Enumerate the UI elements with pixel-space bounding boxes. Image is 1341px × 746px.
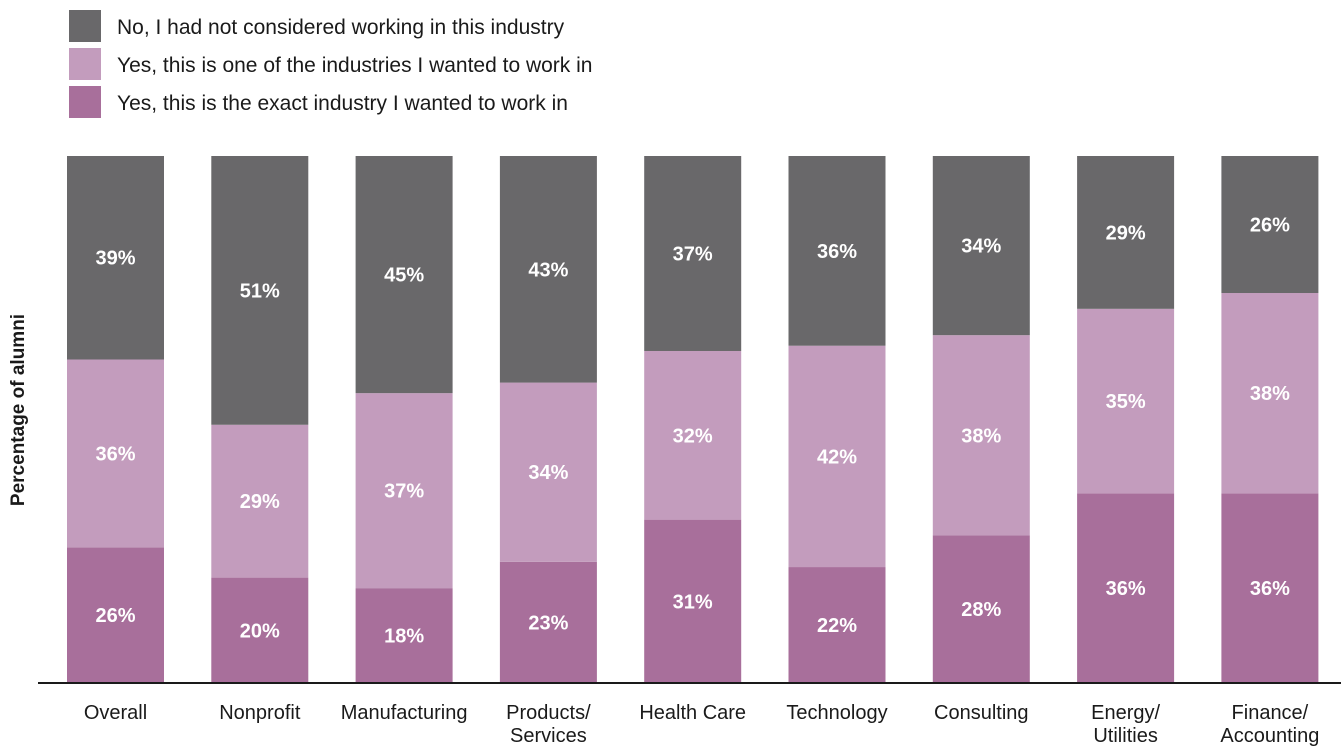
x-tick-label: Products/Services bbox=[506, 702, 591, 746]
data-label: 43% bbox=[528, 259, 568, 281]
bar-segment bbox=[788, 156, 886, 346]
bar-segment bbox=[1221, 493, 1319, 683]
bar-segment bbox=[1077, 493, 1175, 683]
legend-swatch bbox=[69, 10, 101, 42]
bar-segment bbox=[1221, 293, 1319, 494]
bar-segment bbox=[355, 156, 453, 394]
x-tick-label: Consulting bbox=[934, 702, 1029, 724]
x-tick-labels: Overall Nonprofit Manufacturing Products/Se… bbox=[84, 702, 1320, 746]
bar-segment bbox=[499, 156, 597, 383]
data-label: 22% bbox=[817, 615, 857, 637]
data-label: 23% bbox=[528, 612, 568, 634]
bar-stack: 23% 34% 43% bbox=[499, 156, 597, 683]
bar-stack: 31% 32% 37% bbox=[644, 156, 742, 683]
bar-segment bbox=[67, 547, 164, 683]
bar-segment bbox=[932, 335, 1030, 536]
data-label: 42% bbox=[817, 446, 857, 468]
x-tick-label: Nonprofit bbox=[219, 702, 301, 724]
data-label: 36% bbox=[1106, 578, 1146, 600]
bar-segment bbox=[355, 393, 453, 589]
data-label: 35% bbox=[1106, 391, 1146, 413]
bar-stack: 28% 38% 34% bbox=[932, 156, 1030, 683]
data-label: 45% bbox=[384, 265, 424, 287]
bar-segment bbox=[932, 156, 1030, 336]
bar-stack: 26% 36% 39% bbox=[67, 156, 164, 683]
legend-label: No, I had not considered working in this… bbox=[117, 16, 565, 39]
data-label: 34% bbox=[961, 236, 1001, 258]
bar-segment bbox=[788, 567, 886, 683]
bar-segment bbox=[1077, 156, 1175, 309]
data-label: 26% bbox=[1250, 215, 1290, 237]
data-label: 37% bbox=[673, 243, 713, 265]
data-label: 28% bbox=[961, 599, 1001, 621]
bar-segment bbox=[355, 588, 453, 683]
data-label: 29% bbox=[240, 491, 280, 513]
data-label: 51% bbox=[240, 280, 280, 302]
bar-segment bbox=[211, 424, 309, 578]
bar-segment bbox=[644, 519, 742, 683]
data-label: 36% bbox=[817, 241, 857, 263]
x-tick-label: Manufacturing bbox=[341, 702, 468, 724]
data-label: 37% bbox=[384, 481, 424, 503]
bar-segment bbox=[67, 359, 164, 548]
data-label: 29% bbox=[1106, 222, 1146, 244]
bar-segment bbox=[211, 577, 309, 683]
x-tick-label: Finance/Accounting bbox=[1220, 702, 1319, 746]
data-label: 36% bbox=[1250, 578, 1290, 600]
bar-segment bbox=[499, 382, 597, 562]
legend-label: Yes, this is one of the industries I wan… bbox=[117, 54, 592, 77]
data-label: 39% bbox=[95, 248, 135, 270]
y-axis-title: Percentage of alumni bbox=[8, 314, 29, 506]
bar-stack: 36% 38% 26% bbox=[1221, 156, 1319, 683]
x-tick-label: Technology bbox=[786, 702, 887, 724]
bar-segment bbox=[1221, 156, 1319, 294]
bar-stack: 22% 42% 36% bbox=[788, 156, 886, 683]
data-label: 20% bbox=[240, 620, 280, 642]
bar-segment bbox=[788, 345, 886, 568]
legend-label: Yes, this is the exact industry I wanted… bbox=[117, 92, 568, 115]
data-label: 34% bbox=[528, 462, 568, 484]
data-label: 31% bbox=[673, 591, 713, 613]
bar-segment bbox=[644, 350, 742, 520]
data-label: 18% bbox=[384, 626, 424, 648]
x-tick-label: Overall bbox=[84, 702, 147, 724]
data-label: 26% bbox=[95, 605, 135, 627]
legend-swatch bbox=[69, 48, 101, 80]
x-tick-label: Health Care bbox=[639, 702, 746, 724]
bar-segment bbox=[211, 156, 309, 425]
bar-stacks: 26%36%39%20%29%51%18%37%45%23%34%43%31%3… bbox=[67, 156, 1319, 683]
bar-stack: 36% 35% 29% bbox=[1077, 156, 1175, 683]
bar-segment bbox=[499, 561, 597, 683]
bar-segment bbox=[1077, 308, 1175, 494]
data-label: 38% bbox=[961, 425, 1001, 447]
data-label: 38% bbox=[1250, 383, 1290, 405]
data-label: 32% bbox=[673, 425, 713, 447]
bar-segment bbox=[67, 156, 164, 360]
bar-segment bbox=[932, 535, 1030, 683]
data-label: 36% bbox=[95, 443, 135, 465]
x-tick-label: Energy/Utilities bbox=[1091, 702, 1160, 746]
bar-stack: 20% 29% 51% bbox=[211, 156, 309, 683]
bar-stack: 18% 37% 45% bbox=[355, 156, 453, 683]
legend-swatch bbox=[69, 86, 101, 118]
bar-segment bbox=[644, 156, 742, 351]
legend: No, I had not considered working in this… bbox=[69, 10, 592, 118]
